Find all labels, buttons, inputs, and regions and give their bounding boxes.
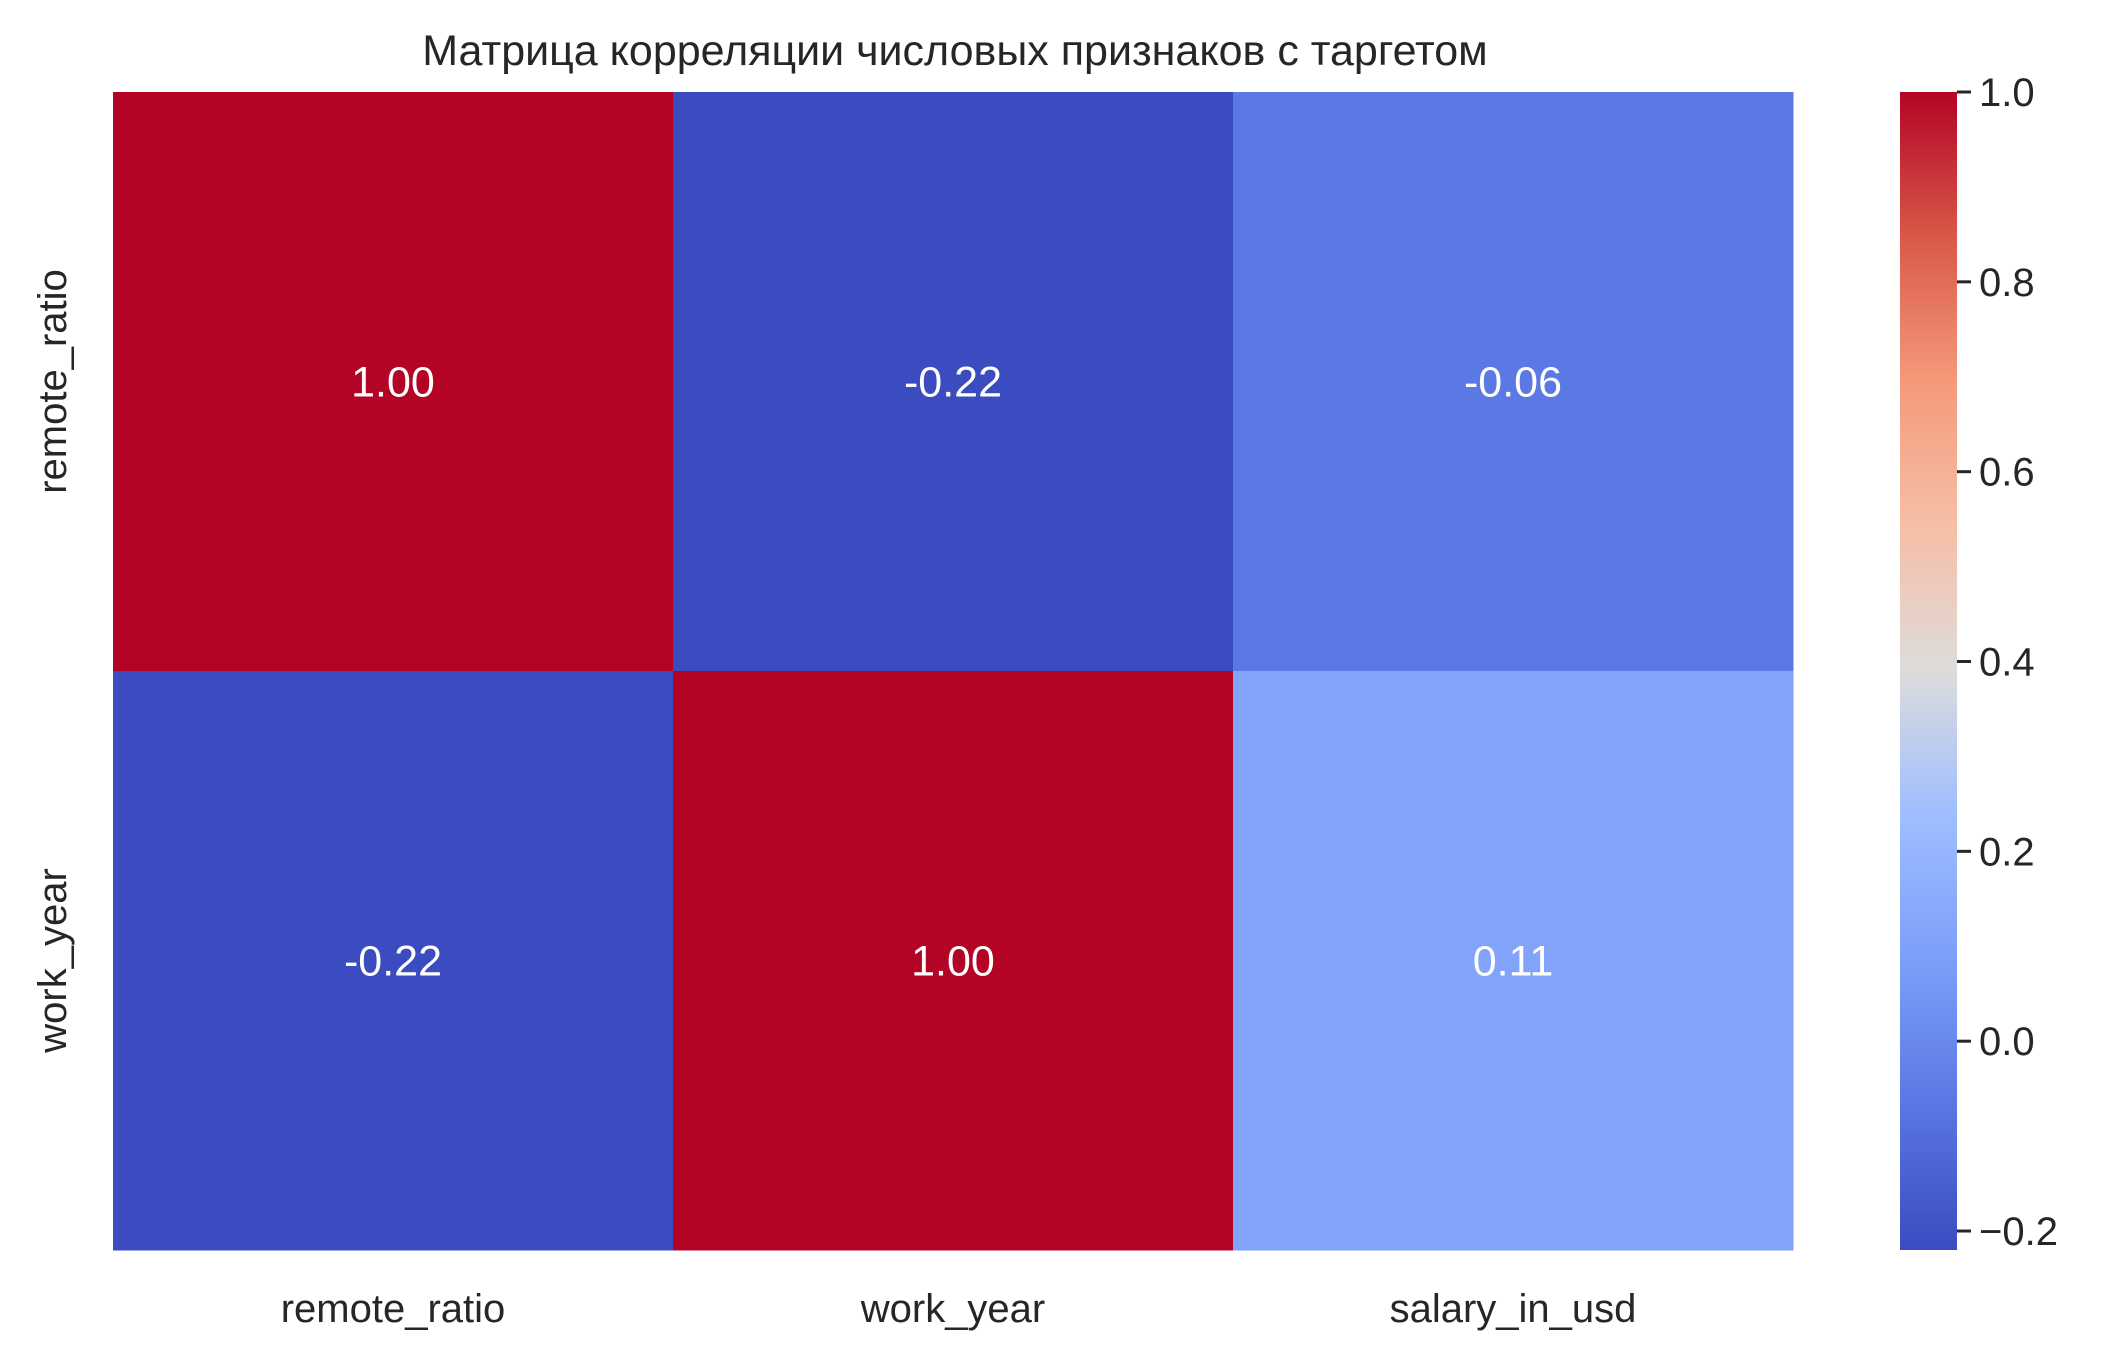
colorbar-tick-label: 1.0 bbox=[1979, 71, 2035, 115]
heatmap-cell bbox=[1233, 671, 1794, 1251]
colorbar-tick-label: 0.4 bbox=[1979, 641, 2035, 685]
y-tick-label: remote_ratio bbox=[31, 269, 75, 494]
heatmap-cell bbox=[1233, 92, 1794, 672]
colorbar-tick-label: −0.2 bbox=[1979, 1210, 2058, 1254]
cell-value-label: -0.22 bbox=[904, 359, 1002, 407]
cell-value-label: -0.06 bbox=[1464, 359, 1562, 407]
cell-value-label: -0.22 bbox=[344, 938, 442, 986]
colorbar-tick-label: 0.2 bbox=[1979, 830, 2035, 874]
y-tick-label: work_year bbox=[31, 868, 75, 1054]
cell-value-label: 0.11 bbox=[1473, 938, 1554, 986]
x-tick-label: work_year bbox=[860, 1287, 1046, 1331]
heatmap-cell bbox=[673, 92, 1234, 672]
cell-value-label: 1.00 bbox=[351, 359, 435, 407]
colorbar-ticks: −0.2 0.0 0.2 0.4 0.6 0.8 1.0 bbox=[1957, 71, 2058, 1254]
colorbar-tick-label: 0.6 bbox=[1979, 451, 2035, 495]
heatmap-cell bbox=[113, 671, 674, 1251]
x-tick-label: salary_in_usd bbox=[1390, 1287, 1637, 1331]
chart-title: Матрица корреляции числовых признаков с … bbox=[422, 27, 1488, 75]
colorbar-tick-label: 0.8 bbox=[1979, 261, 2035, 305]
colorbar bbox=[1900, 92, 1957, 1250]
heatmap-cell bbox=[113, 92, 674, 672]
y-tick-labels: remote_ratio work_year bbox=[31, 269, 75, 1054]
heatmap-cells: 1.00 -0.22 -0.06 -0.22 1.00 0.11 bbox=[113, 92, 1794, 1251]
heatmap-cell bbox=[673, 671, 1234, 1251]
x-tick-labels: remote_ratio work_year salary_in_usd bbox=[281, 1287, 1637, 1331]
colorbar-tick-label: 0.0 bbox=[1979, 1020, 2035, 1064]
cell-value-label: 1.00 bbox=[911, 938, 995, 986]
x-tick-label: remote_ratio bbox=[281, 1287, 506, 1331]
